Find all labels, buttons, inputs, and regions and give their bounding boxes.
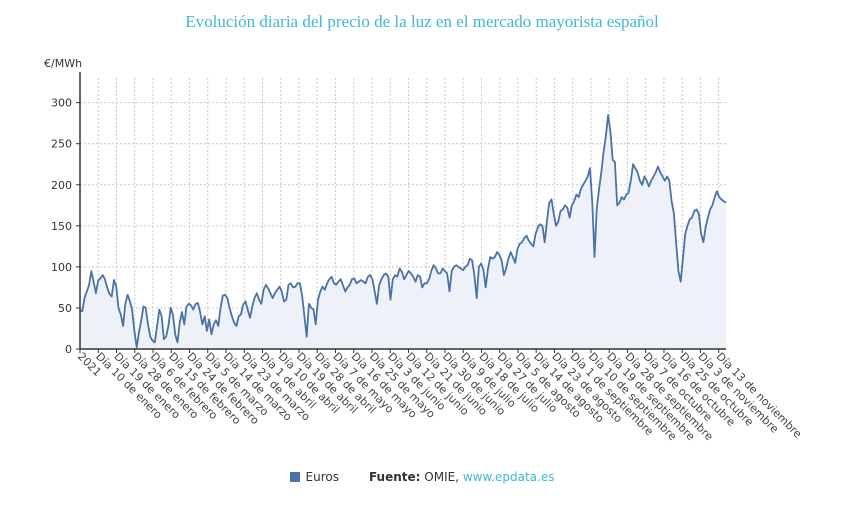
series-area-euros [80,115,726,349]
y-tick-label: 100 [51,261,72,274]
y-axis-ticks: 0 50 100 150 200 250 300 [51,97,80,356]
y-tick-label: 0 [65,343,72,356]
y-tick-label: 50 [58,302,72,315]
y-tick-label: 250 [51,138,72,151]
source-link[interactable]: www.epdata.es [462,470,555,484]
y-tick-label: 300 [51,97,72,110]
y-tick-label: 200 [51,179,72,192]
y-axis-label: €/MWh [44,57,82,70]
legend-swatch-euros [289,472,300,482]
chart-title: Evolución diaria del precio de la luz en… [185,12,659,31]
legend-label-euros[interactable]: Euros [305,470,339,484]
y-tick-label: 150 [51,220,72,233]
source-text: OMIE, [424,470,460,484]
legend: Euros Fuente: OMIE, www.epdata.es [0,470,844,484]
series-line-euros [79,114,727,349]
source-label: Fuente: [368,470,421,484]
